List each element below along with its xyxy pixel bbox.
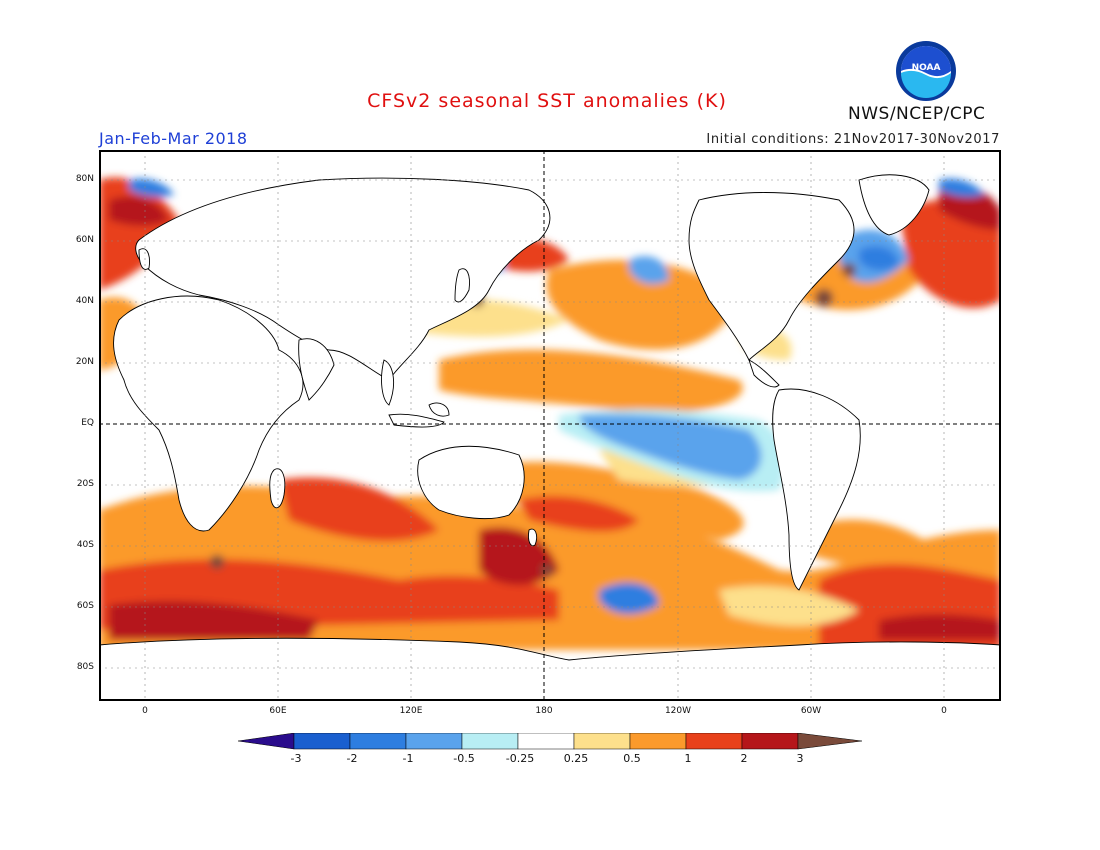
- colorbar-swatch-above-3: [797, 732, 863, 750]
- lat-label-40n: 40N: [75, 296, 94, 306]
- colorbar-label-3: 3: [796, 752, 804, 765]
- colorbar-label-minus-1: -1: [402, 752, 414, 765]
- colorbar: [237, 732, 863, 769]
- colorbar-label-minus-0.5: -0.5: [453, 752, 475, 765]
- colorbar-label-2: 2: [740, 752, 748, 765]
- lon-label-120e: 120E: [399, 706, 423, 716]
- colorbar-swatch-below-minus-3: [237, 732, 295, 750]
- colorbar-label-1: 1: [684, 752, 692, 765]
- agency-label: NWS/NCEP/CPC: [848, 104, 986, 124]
- colorbar-swatch-minus-1-to-minus-0.5: [405, 732, 463, 750]
- colorbar-label-minus-2: -2: [346, 752, 358, 765]
- colorbar-swatch-minus-3-to-minus-2: [293, 732, 351, 750]
- colorbar-swatch-minus-0.5-to-minus-0.25: [461, 732, 519, 750]
- colorbar-label-minus-0.25: -0.25: [505, 752, 535, 765]
- lat-label-80n: 80N: [75, 174, 94, 184]
- lon-label-120w: 120W: [664, 706, 692, 716]
- season-label: Jan-Feb-Mar 2018: [99, 129, 248, 148]
- equator-and-dateline: [99, 150, 1001, 701]
- colorbar-label-minus-3: -3: [290, 752, 302, 765]
- lat-label-eq: EQ: [81, 418, 94, 428]
- land-outlines: [99, 174, 1001, 701]
- noaa-logo: NOAA: [895, 40, 957, 102]
- lat-label-60s: 60S: [76, 601, 94, 611]
- lat-label-60n: 60N: [75, 235, 94, 245]
- lat-label-20n: 20N: [75, 357, 94, 367]
- lon-label-0-east: 0: [941, 706, 947, 716]
- colorbar-swatch-0.25-to-0.5: [573, 732, 631, 750]
- colorbar-swatch-0.5-to-1: [629, 732, 687, 750]
- lon-label-60e: 60E: [269, 706, 287, 716]
- lon-label-0-west: 0: [142, 706, 148, 716]
- colorbar-swatch-neutral: [517, 732, 575, 750]
- lon-label-60w: 60W: [800, 706, 822, 716]
- logo-text: NOAA: [912, 63, 941, 73]
- colorbar-swatch-minus-2-to-minus-1: [349, 732, 407, 750]
- map-frame: [99, 150, 1001, 701]
- lat-label-80s: 80S: [76, 662, 94, 672]
- colorbar-swatch-1-to-2: [685, 732, 743, 750]
- graticule: [99, 150, 1001, 701]
- lat-label-20s: 20S: [76, 479, 94, 489]
- lat-label-40s: 40S: [76, 540, 94, 550]
- colorbar-swatch-2-to-3: [741, 732, 799, 750]
- initial-conditions-label: Initial conditions: 21Nov2017-30Nov2017: [706, 132, 1000, 147]
- lon-label-180: 180: [535, 706, 553, 716]
- map-title: CFSv2 seasonal SST anomalies (K): [367, 90, 727, 112]
- sst-anomaly-map: [99, 150, 1001, 701]
- colorbar-label-0.25: 0.25: [563, 752, 589, 765]
- colorbar-label-0.5: 0.5: [623, 752, 641, 765]
